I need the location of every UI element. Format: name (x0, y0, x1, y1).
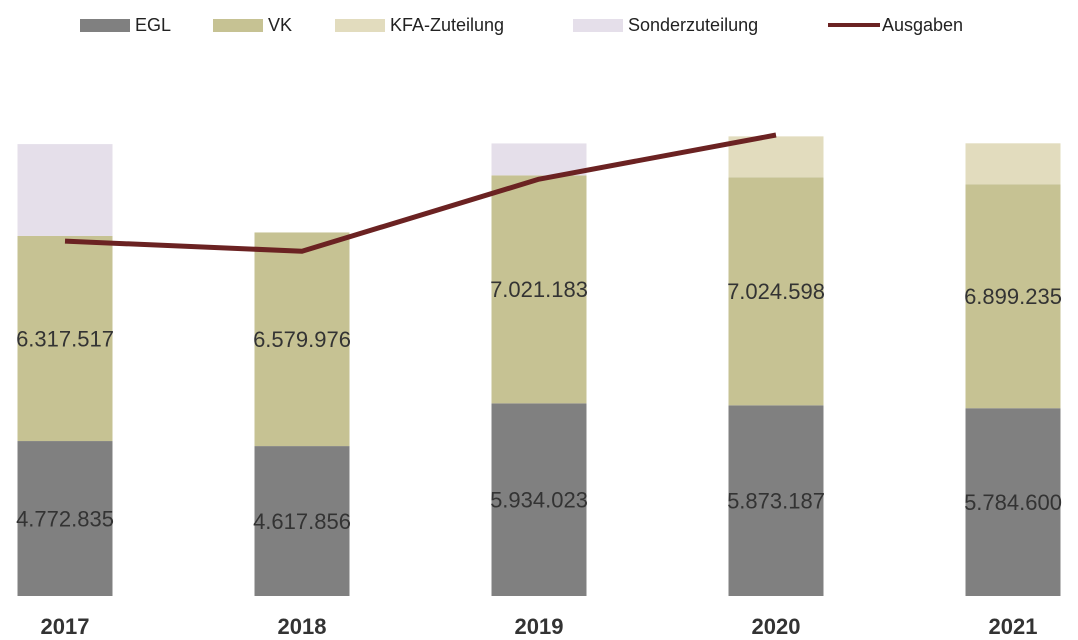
bar-segment (728, 405, 824, 596)
legend-label: Sonderzuteilung (628, 15, 758, 35)
bar-segment (491, 403, 587, 596)
bar-segment (17, 441, 113, 596)
bar-segment (491, 175, 587, 404)
legend-swatch (335, 19, 385, 32)
value-label: 6.579.976 (253, 327, 351, 352)
bar-segment (491, 143, 587, 176)
x-tick-label: 2020 (752, 614, 801, 639)
value-label: 6.317.517 (16, 326, 114, 351)
value-label: 4.772.835 (16, 506, 114, 531)
bar-segment (965, 143, 1061, 185)
value-label: 6.899.235 (964, 284, 1062, 309)
bar-segment (965, 408, 1061, 596)
x-tick-label: 2021 (989, 614, 1038, 639)
legend-label: VK (268, 15, 292, 35)
bar-segment (254, 232, 350, 447)
value-label: 5.784.600 (964, 490, 1062, 515)
x-tick-label: 2019 (515, 614, 564, 639)
legend-label: Ausgaben (882, 15, 963, 35)
value-label: 7.021.183 (490, 277, 588, 302)
value-label: 5.873.187 (727, 488, 825, 513)
bar-segment (728, 177, 824, 406)
legend-swatch (80, 19, 130, 32)
bar-segment (965, 184, 1061, 409)
legend-label: KFA-Zuteilung (390, 15, 504, 35)
x-tick-label: 2017 (41, 614, 90, 639)
bar-segment (254, 446, 350, 596)
legend-label: EGL (135, 15, 171, 35)
x-tick-label: 2018 (278, 614, 327, 639)
value-label: 5.934.023 (490, 487, 588, 512)
legend-swatch (573, 19, 623, 32)
value-label: 4.617.856 (253, 509, 351, 534)
bar-segment (17, 235, 113, 442)
bar-segment (17, 144, 113, 236)
line-series (64, 132, 777, 254)
value-label: 7.024.598 (727, 279, 825, 304)
legend-swatch (213, 19, 263, 32)
